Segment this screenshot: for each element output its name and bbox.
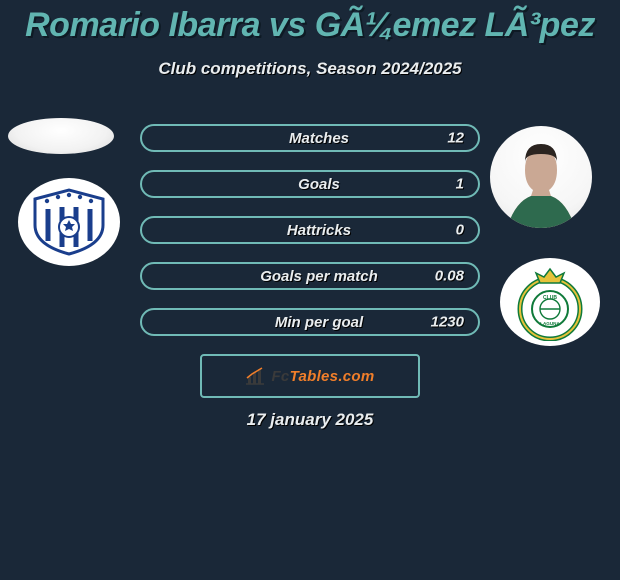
- stat-row-goals-per-match: Goals per match 0.08: [140, 262, 480, 290]
- snapshot-date: 17 january 2025: [247, 410, 374, 430]
- fctables-logo-text: FcTables.com: [271, 368, 374, 385]
- season-subtitle: Club competitions, Season 2024/2025: [0, 59, 620, 79]
- santos-laguna-crest-icon: CLUB LAGUNA: [508, 263, 592, 341]
- stat-label: Goals: [142, 176, 478, 193]
- stat-label: Matches: [142, 130, 478, 147]
- stat-row-matches: Matches 12: [140, 124, 480, 152]
- pachuca-crest-icon: [30, 187, 108, 257]
- comparison-title: Romario Ibarra vs GÃ¼emez LÃ³pez: [0, 0, 620, 45]
- stat-label: Goals per match: [142, 268, 478, 285]
- right-club-crest: CLUB LAGUNA: [500, 258, 600, 346]
- bar-chart-icon: [245, 367, 265, 385]
- left-player-photo: [8, 118, 114, 154]
- stat-label: Min per goal: [142, 314, 478, 331]
- stat-value: 1230: [431, 314, 464, 331]
- player-silhouette-icon: [495, 132, 587, 228]
- logo-fc: Fc: [271, 368, 289, 385]
- stat-value: 0.08: [435, 268, 464, 285]
- svg-text:LAGUNA: LAGUNA: [540, 321, 560, 326]
- stat-label: Hattricks: [142, 222, 478, 239]
- right-player-photo: [490, 126, 592, 228]
- stat-row-goals: Goals 1: [140, 170, 480, 198]
- stat-row-min-per-goal: Min per goal 1230: [140, 308, 480, 336]
- comparison-title-text: Romario Ibarra vs GÃ¼emez LÃ³pez: [25, 6, 595, 44]
- stat-value: 1: [456, 176, 464, 193]
- svg-text:CLUB: CLUB: [543, 295, 557, 301]
- fctables-badge: FcTables.com: [200, 354, 420, 398]
- stat-value: 0: [456, 222, 464, 239]
- stat-value: 12: [447, 130, 464, 147]
- stat-row-hattricks: Hattricks 0: [140, 216, 480, 244]
- left-club-crest: [18, 178, 120, 266]
- stat-bars: Matches 12 Goals 1 Hattricks 0 Goals per…: [140, 124, 480, 354]
- logo-tables: Tables.com: [290, 368, 375, 385]
